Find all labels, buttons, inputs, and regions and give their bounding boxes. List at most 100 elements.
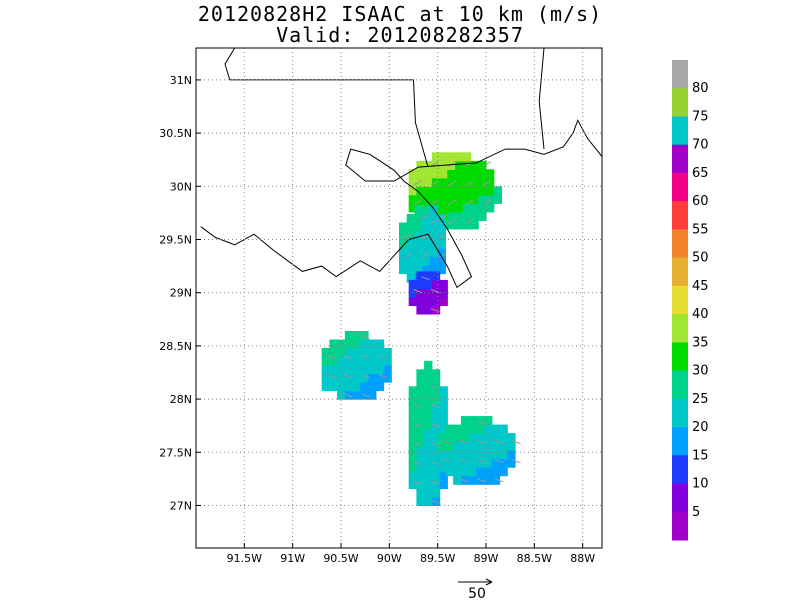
wind-cell — [439, 152, 448, 162]
wind-cell — [416, 271, 425, 281]
wind-cell — [383, 348, 392, 358]
chart-title: 20120828H2 ISAAC at 10 km (m/s) — [197, 2, 603, 26]
wind-vector — [413, 480, 423, 485]
wind-cell — [408, 186, 417, 196]
wind-cell — [468, 441, 477, 451]
wind-cell — [470, 186, 479, 196]
wind-cell — [416, 177, 425, 187]
wind-cell — [478, 194, 487, 204]
wind-cell — [437, 441, 446, 451]
wind-cell — [439, 394, 448, 404]
wind-cell — [455, 220, 464, 230]
wind-cell — [424, 496, 433, 506]
colorbar-swatch — [672, 88, 688, 117]
wind-vector — [420, 233, 430, 239]
wind-vector — [326, 354, 336, 359]
wind-cell — [422, 256, 431, 266]
colorbar-swatch — [672, 455, 688, 484]
wind-vector — [430, 308, 440, 313]
wind-cell — [460, 458, 470, 468]
wind-cell — [399, 222, 408, 232]
wind-cell — [453, 458, 462, 468]
wind-vector — [438, 233, 447, 239]
wind-cell — [478, 169, 487, 179]
wind-cell — [478, 160, 487, 170]
colorbar-label: 70 — [692, 138, 709, 153]
wind-cell — [476, 441, 485, 451]
wind-cell — [329, 356, 338, 366]
wind-cell — [460, 424, 470, 434]
wind-cell — [470, 177, 479, 187]
wind-cell — [337, 365, 346, 375]
wind-cell — [431, 488, 441, 498]
wind-vector — [430, 180, 440, 186]
wind-cell — [399, 231, 408, 241]
wind-vector — [511, 459, 521, 464]
wind-cell — [329, 382, 338, 392]
wind-data-layer — [321, 152, 516, 506]
wind-vector — [494, 459, 504, 464]
wind-cell — [431, 403, 441, 413]
wind-cell — [499, 467, 508, 477]
wind-cell — [416, 462, 425, 472]
wind-cell — [499, 424, 508, 434]
colorbar-swatch — [672, 144, 688, 174]
colorbar-label: 60 — [692, 194, 709, 209]
wind-cell — [470, 203, 479, 213]
wind-cell — [431, 377, 441, 387]
colorbar-label: 80 — [692, 81, 709, 96]
wind-vector — [477, 440, 486, 445]
colorbar-swatch — [672, 172, 688, 202]
wind-cell — [424, 488, 433, 498]
wind-cell — [431, 186, 441, 196]
wind-cell — [422, 265, 431, 275]
wind-cell — [408, 471, 417, 481]
wind-cell — [486, 203, 495, 213]
wind-cell — [416, 445, 425, 455]
wind-cell — [414, 214, 423, 224]
wind-cell — [468, 458, 477, 468]
wind-cell — [416, 437, 425, 447]
wind-cell — [445, 424, 454, 434]
wind-cell — [439, 479, 448, 489]
wind-cell — [470, 169, 479, 179]
wind-cell — [486, 186, 495, 196]
wind-swath-6 — [437, 416, 516, 485]
wind-cell — [447, 186, 456, 196]
wind-cell — [431, 454, 441, 464]
wind-cell — [352, 390, 361, 400]
wind-cell — [352, 356, 361, 366]
x-tick-label: 89W — [474, 552, 499, 565]
wind-cell — [429, 214, 439, 224]
wind-cell — [360, 382, 369, 392]
wind-vector — [413, 289, 423, 294]
wind-cell — [414, 239, 423, 249]
coastline-segment — [345, 119, 603, 289]
wind-cell — [499, 450, 508, 460]
wind-vector — [459, 478, 469, 483]
colorbar-swatch — [672, 201, 688, 230]
colorbar-swatch — [672, 483, 688, 513]
wind-cell — [375, 356, 385, 366]
wind-cell — [337, 382, 346, 392]
wind-vector — [361, 393, 370, 398]
wind-vector — [420, 214, 430, 220]
wind-cell — [422, 222, 431, 232]
wind-cell — [431, 271, 441, 281]
wind-cell — [476, 458, 485, 468]
wind-vector — [403, 233, 412, 239]
wind-cell — [414, 265, 423, 275]
wind-cell — [406, 265, 415, 275]
colorbar-label: 5 — [692, 505, 700, 520]
wind-vector — [361, 354, 370, 359]
wind-cell — [447, 211, 456, 221]
wind-cell — [493, 186, 502, 196]
wind-cell — [329, 339, 338, 349]
wind-cell — [424, 437, 433, 447]
wind-cell — [447, 152, 456, 162]
wind-vector — [430, 499, 440, 504]
y-tick-label: 29N — [170, 287, 192, 300]
wind-cell — [453, 441, 462, 451]
wind-cell — [368, 348, 377, 358]
wind-cell — [484, 433, 493, 443]
